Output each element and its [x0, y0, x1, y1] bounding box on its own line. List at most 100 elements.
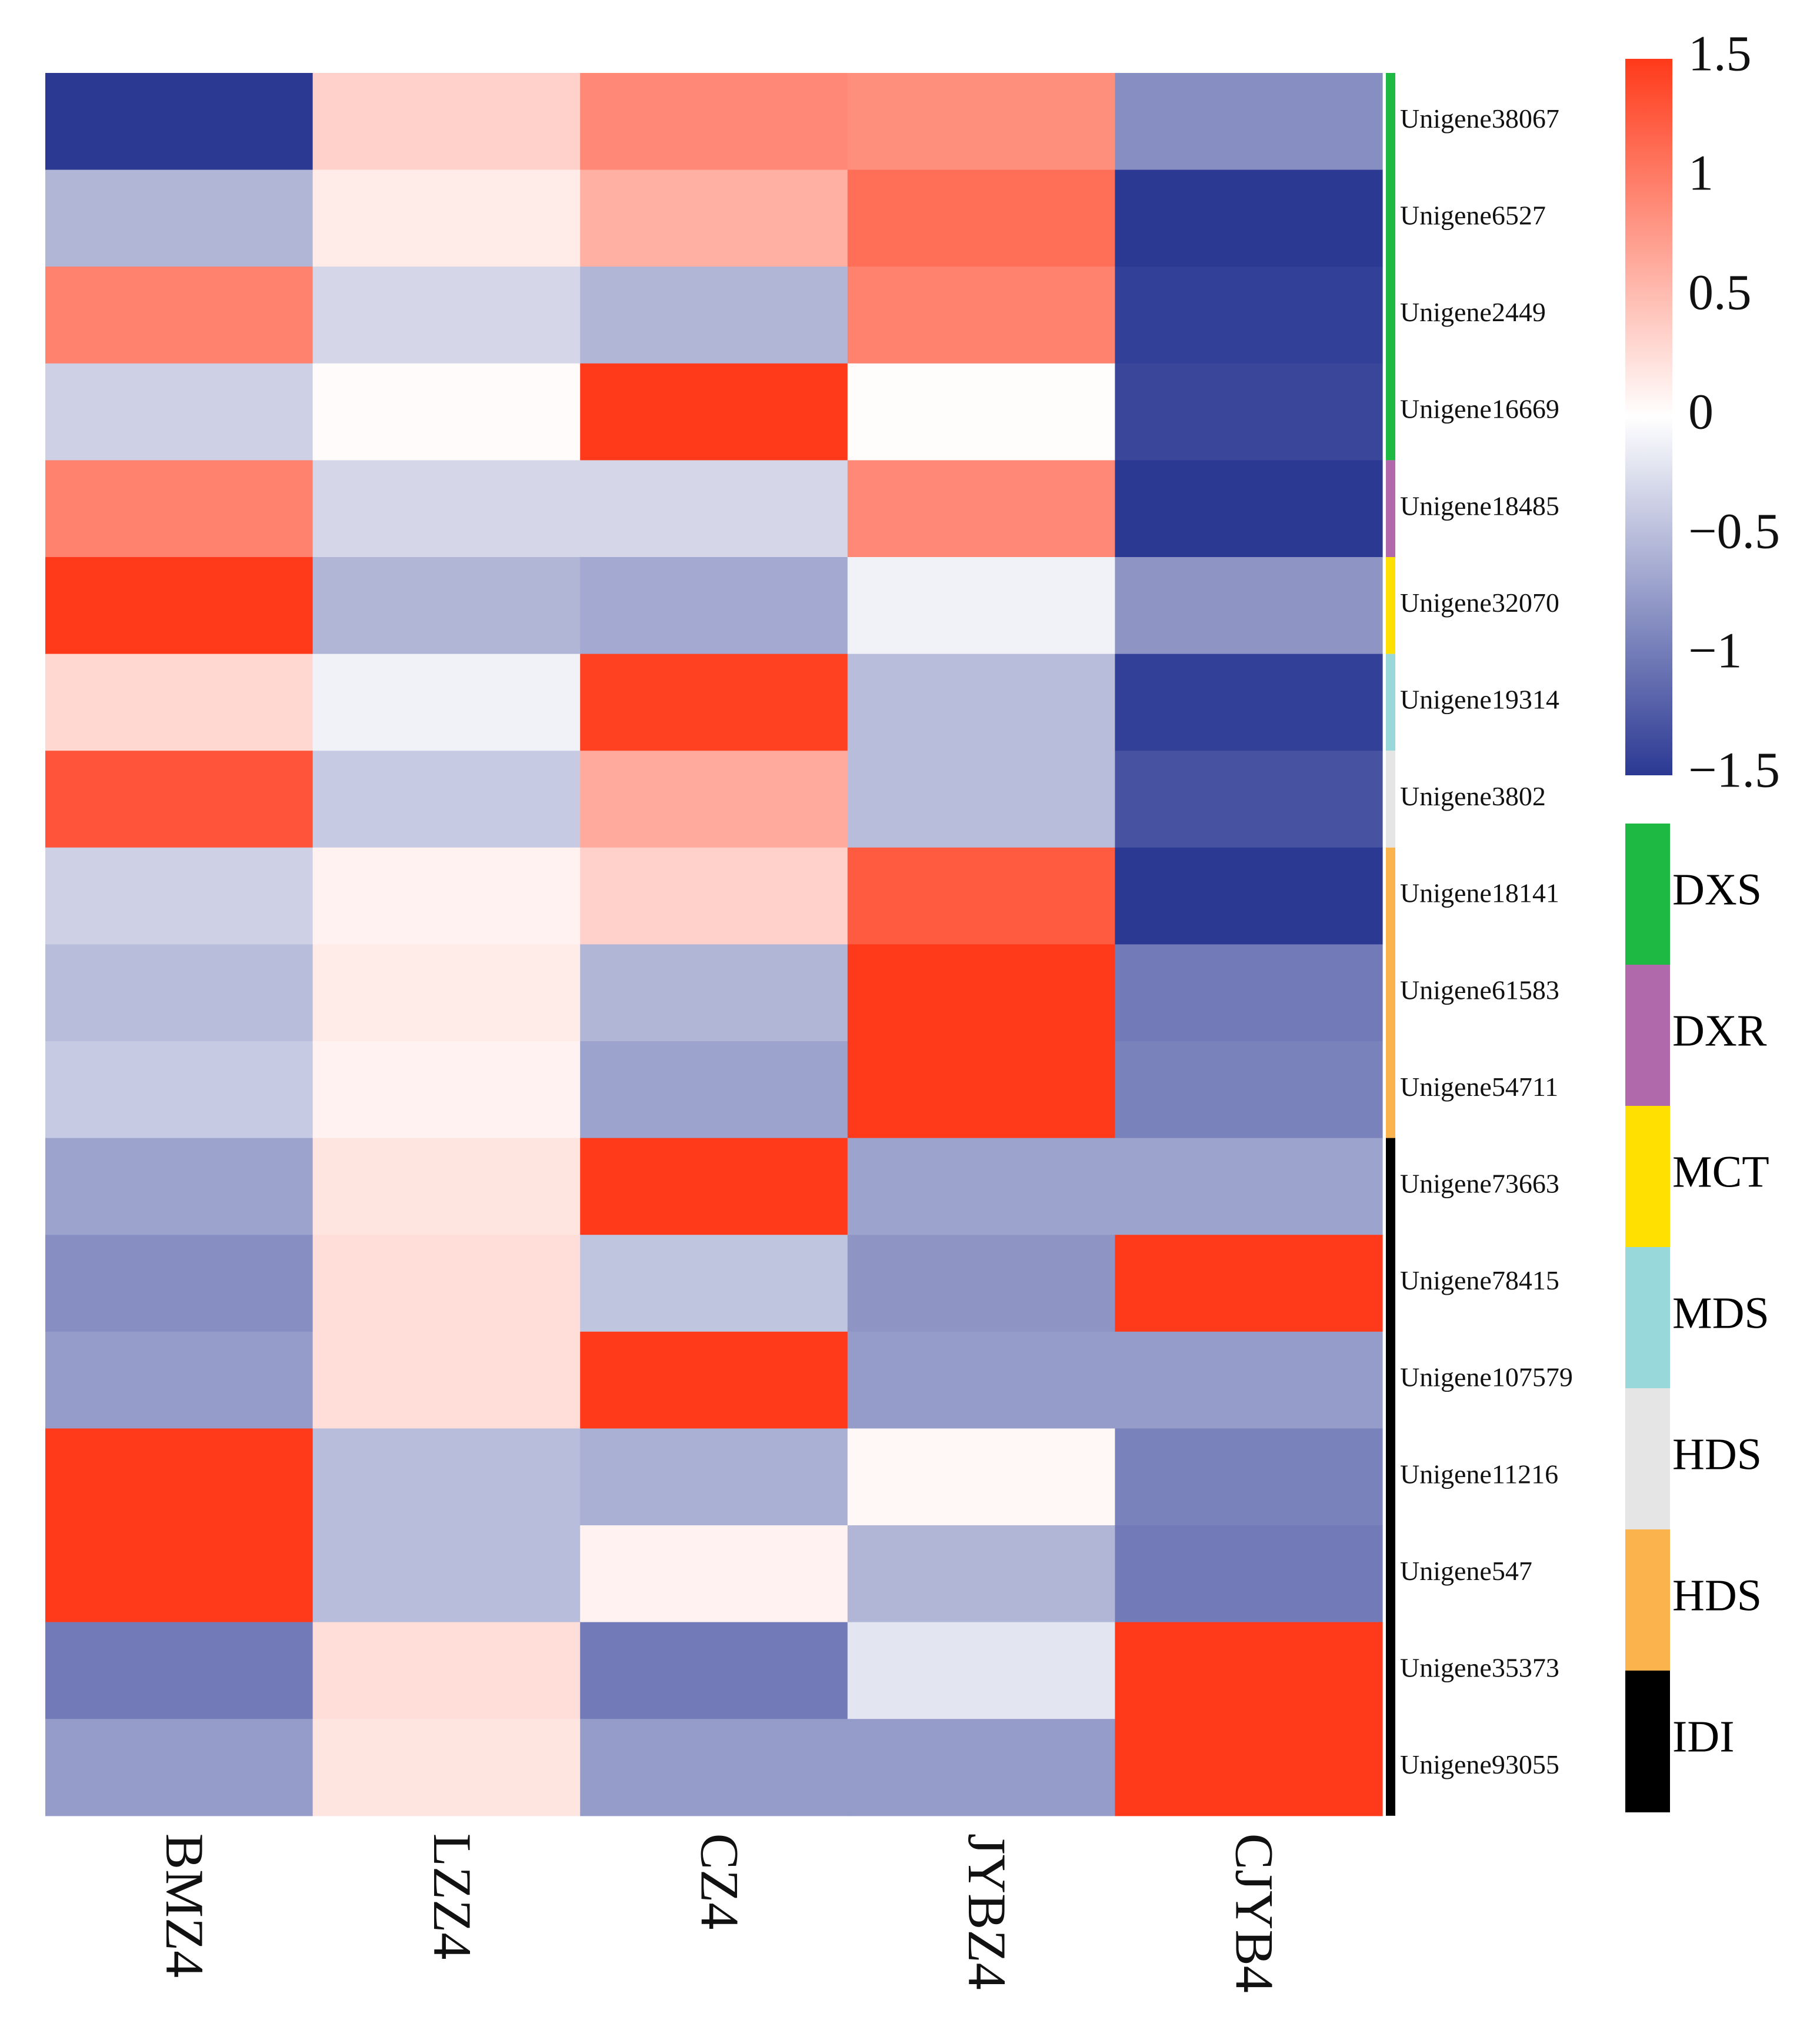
heatmap-cell-Unigene3802-BMZ4: [45, 751, 314, 848]
heatmap-cell-Unigene61583-LZZ4: [312, 944, 581, 1042]
heatmap-cell-Unigene19314-LZZ4: [312, 654, 581, 751]
heatmap-cell-Unigene11216-LZZ4: [312, 1428, 581, 1526]
row-group-segment-hds-4: [1386, 751, 1395, 848]
heatmap-cell-Unigene73663-LZZ4: [312, 1138, 581, 1235]
heatmap-cell-Unigene78415-LZZ4: [312, 1235, 581, 1332]
colorbar-gradient: [1625, 59, 1672, 775]
heatmap-cell-Unigene18141-CZ4: [580, 847, 848, 945]
heatmap-cell-Unigene16669-LZZ4: [312, 363, 581, 461]
legend-swatch-mds-3: [1625, 1247, 1670, 1389]
column-label-cjyb4: CJYB4: [1225, 1834, 1285, 1993]
heatmap-cell-Unigene2449-BMZ4: [45, 266, 314, 364]
heatmap-cell-Unigene107579-BMZ4: [45, 1331, 314, 1429]
row-labels: Unigene38067 Unigene6527 Unigene2449 Unigen…: [1400, 104, 1573, 1779]
heatmap-cell-Unigene73663-BMZ4: [45, 1138, 314, 1235]
heatmap-cell-Unigene16669-CJYB4: [1115, 363, 1383, 461]
colorbar-tick-label: −1: [1688, 622, 1742, 679]
heatmap-cell-Unigene2449-LZZ4: [312, 266, 581, 364]
colorbar: [1625, 59, 1672, 775]
heatmap-cell-Unigene11216-CJYB4: [1115, 1428, 1383, 1526]
heatmap-cell-Unigene54711-CZ4: [580, 1041, 848, 1139]
heatmap-cell-Unigene19314-CZ4: [580, 654, 848, 751]
legend-swatch-dxs-0: [1625, 824, 1670, 965]
row-label: Unigene11216: [1400, 1459, 1558, 1489]
legend-label: DXR: [1672, 1006, 1767, 1055]
heatmap-cell-Unigene16669-CZ4: [580, 363, 848, 461]
legend-swatch-mct-2: [1625, 1106, 1670, 1248]
row-label: Unigene2449: [1400, 297, 1546, 327]
heatmap-cell-Unigene73663-JYBZ4: [847, 1138, 1115, 1235]
row-group-segment-hds-5: [1386, 847, 1395, 1138]
heatmap-cell-Unigene19314-JYBZ4: [847, 654, 1115, 751]
heatmap-cell-Unigene61583-BMZ4: [45, 944, 314, 1042]
row-group-segment-idi-6: [1386, 1138, 1395, 1816]
heatmap-cell-Unigene61583-CZ4: [580, 944, 848, 1042]
legend-label: DXS: [1672, 865, 1762, 914]
row-label: Unigene107579: [1400, 1362, 1573, 1392]
heatmap-cell-Unigene6527-JYBZ4: [847, 169, 1115, 267]
column-labels: BMZ4 LZZ4 CZ4 JYBZ4 CJYB4: [155, 1834, 1284, 1993]
row-label: Unigene16669: [1400, 394, 1559, 424]
row-label: Unigene73663: [1400, 1168, 1559, 1198]
column-label-jybz4: JYBZ4: [957, 1834, 1017, 1990]
heatmap-cell-Unigene18141-CJYB4: [1115, 847, 1383, 945]
heatmap-cell-Unigene54711-CJYB4: [1115, 1041, 1383, 1139]
heatmap-cell-Unigene78415-CJYB4: [1115, 1235, 1383, 1332]
heatmap-cell-Unigene38067-CZ4: [580, 73, 848, 171]
heatmap-cell-Unigene2449-JYBZ4: [847, 266, 1115, 364]
heatmap-cell-Unigene6527-BMZ4: [45, 169, 314, 267]
heatmap-cell-Unigene35373-CZ4: [580, 1622, 848, 1719]
heatmap-cell-Unigene107579-JYBZ4: [847, 1331, 1115, 1429]
heatmap-cell-Unigene2449-CZ4: [580, 266, 848, 364]
heatmap-cell-Unigene3802-LZZ4: [312, 751, 581, 848]
heatmap-cell-Unigene6527-CJYB4: [1115, 169, 1383, 267]
heatmap-cell-Unigene38067-CJYB4: [1115, 73, 1383, 171]
colorbar-tick-labels: 1.5 1 0.5 0 −0.5 −1 −1.5: [1688, 25, 1780, 798]
heatmap-cell-Unigene78415-CZ4: [580, 1235, 848, 1332]
heatmap-cell-Unigene18141-BMZ4: [45, 847, 314, 945]
heatmap-cell-Unigene38067-LZZ4: [312, 73, 581, 171]
heatmap-cell-Unigene32070-CZ4: [580, 557, 848, 655]
colorbar-tick-label: −1.5: [1688, 742, 1780, 798]
heatmap-cell-Unigene93055-JYBZ4: [847, 1719, 1115, 1816]
heatmap-cell-Unigene107579-CJYB4: [1115, 1331, 1383, 1429]
legend-swatch-hds-4: [1625, 1388, 1670, 1530]
colorbar-tick-label: −0.5: [1688, 503, 1780, 559]
row-label: Unigene3802: [1400, 781, 1546, 811]
legend-label: HDS: [1672, 1429, 1762, 1479]
row-label: Unigene547: [1400, 1556, 1532, 1586]
colorbar-tick-label: 1: [1688, 145, 1714, 201]
heatmap-cell-Unigene54711-JYBZ4: [847, 1041, 1115, 1139]
legend-swatch-idi-6: [1625, 1671, 1670, 1812]
heatmap-cell-Unigene18485-LZZ4: [312, 460, 581, 558]
legend-label: MDS: [1672, 1288, 1769, 1338]
heatmap-cell-Unigene93055-LZZ4: [312, 1719, 581, 1816]
heatmap-cell-Unigene3802-CJYB4: [1115, 751, 1383, 848]
heatmap-cell-Unigene35373-CJYB4: [1115, 1622, 1383, 1719]
row-label: Unigene6527: [1400, 200, 1546, 230]
heatmap-cell-Unigene54711-LZZ4: [312, 1041, 581, 1139]
heatmap-cell-Unigene93055-CZ4: [580, 1719, 848, 1816]
heatmap-cell-Unigene32070-JYBZ4: [847, 557, 1115, 655]
heatmap-cell-Unigene73663-CJYB4: [1115, 1138, 1383, 1235]
heatmap-cell-Unigene107579-LZZ4: [312, 1331, 581, 1429]
heatmap-cell-Unigene11216-BMZ4: [45, 1428, 314, 1526]
group-legend: DXS DXR MCT MDS HDS HDS IDI: [1625, 824, 1769, 1812]
heatmap-cell-Unigene18485-CZ4: [580, 460, 848, 558]
row-group-segment-dxr-1: [1386, 460, 1395, 557]
row-label: Unigene93055: [1400, 1749, 1559, 1779]
column-label-bmz4: BMZ4: [155, 1834, 215, 1978]
legend-swatch-hds-5: [1625, 1529, 1670, 1671]
heatmap-cell-Unigene16669-BMZ4: [45, 363, 314, 461]
heatmap-cell-Unigene35373-LZZ4: [312, 1622, 581, 1719]
heatmap-cell-Unigene547-CZ4: [580, 1525, 848, 1623]
legend-label: MCT: [1672, 1147, 1769, 1196]
heatmap-cell-Unigene73663-CZ4: [580, 1138, 848, 1235]
column-label-cz4: CZ4: [689, 1834, 749, 1930]
legend-label: HDS: [1672, 1571, 1762, 1620]
heatmap-cell-Unigene2449-CJYB4: [1115, 266, 1383, 364]
row-group-segment-mct-2: [1386, 557, 1395, 654]
row-label: Unigene54711: [1400, 1072, 1558, 1102]
heatmap-cell-Unigene32070-LZZ4: [312, 557, 581, 655]
row-label: Unigene38067: [1400, 104, 1559, 134]
